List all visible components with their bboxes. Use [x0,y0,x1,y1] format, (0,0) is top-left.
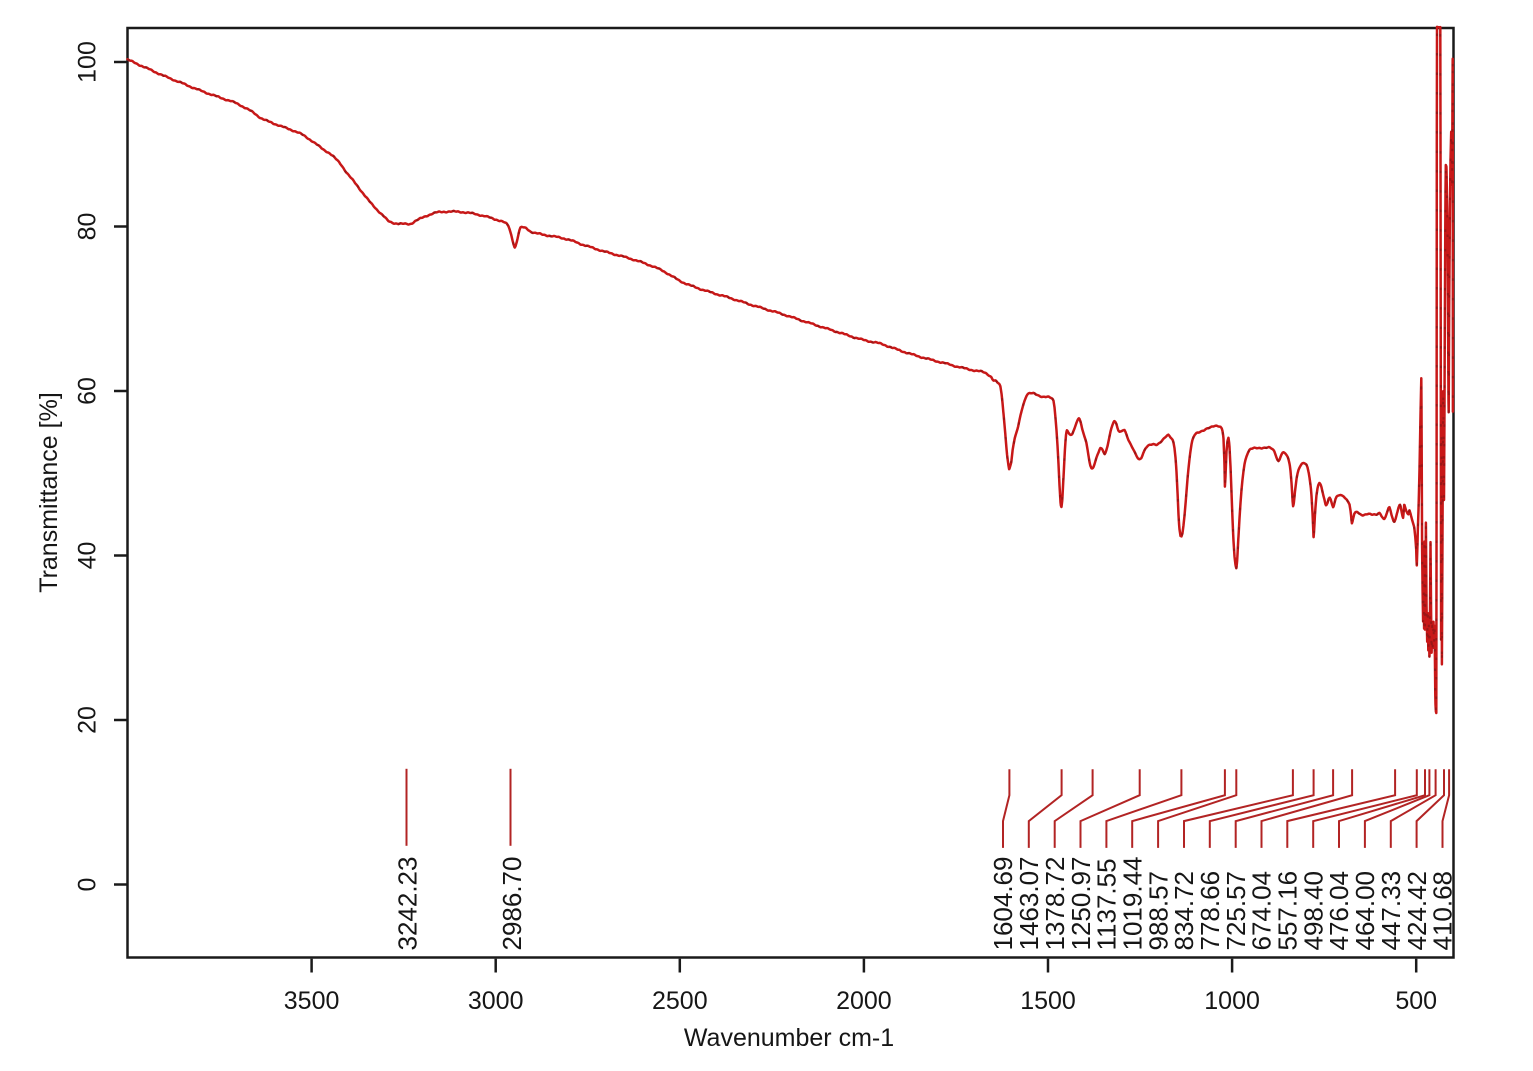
svg-text:476.04: 476.04 [1324,871,1354,951]
svg-text:1137.55: 1137.55 [1092,858,1122,950]
svg-text:3242.23: 3242.23 [393,857,423,951]
svg-text:1378.72: 1378.72 [1040,857,1070,951]
svg-text:0: 0 [74,878,102,892]
svg-text:498.40: 498.40 [1298,871,1328,951]
svg-text:1250.97: 1250.97 [1066,857,1096,951]
svg-text:834.72: 834.72 [1169,871,1199,951]
svg-text:447.33: 447.33 [1376,871,1406,951]
svg-text:725.57: 725.57 [1221,871,1251,951]
svg-text:1000: 1000 [1204,987,1260,1015]
svg-text:2986.70: 2986.70 [497,857,527,951]
svg-text:20: 20 [74,706,102,734]
svg-text:100: 100 [74,41,102,83]
svg-text:1463.07: 1463.07 [1014,857,1044,951]
svg-text:410.68: 410.68 [1428,871,1458,951]
svg-text:778.66: 778.66 [1195,871,1225,951]
svg-text:2000: 2000 [836,987,892,1015]
svg-text:80: 80 [74,213,102,241]
svg-text:1019.44: 1019.44 [1118,857,1148,951]
svg-text:557.16: 557.16 [1273,871,1303,951]
svg-text:424.42: 424.42 [1402,871,1432,951]
svg-text:1604.69: 1604.69 [988,857,1018,951]
svg-text:3500: 3500 [284,987,340,1015]
svg-text:500: 500 [1395,987,1437,1015]
svg-text:60: 60 [74,377,102,405]
svg-text:3000: 3000 [468,987,524,1015]
svg-text:1500: 1500 [1020,987,1076,1015]
svg-text:988.57: 988.57 [1143,871,1173,951]
svg-text:464.00: 464.00 [1350,871,1380,951]
svg-text:Wavenumber cm-1: Wavenumber cm-1 [684,1024,894,1052]
svg-text:Transmittance [%]: Transmittance [%] [35,392,63,593]
svg-text:40: 40 [74,542,102,570]
svg-text:674.04: 674.04 [1247,871,1277,951]
svg-text:2500: 2500 [652,987,708,1015]
